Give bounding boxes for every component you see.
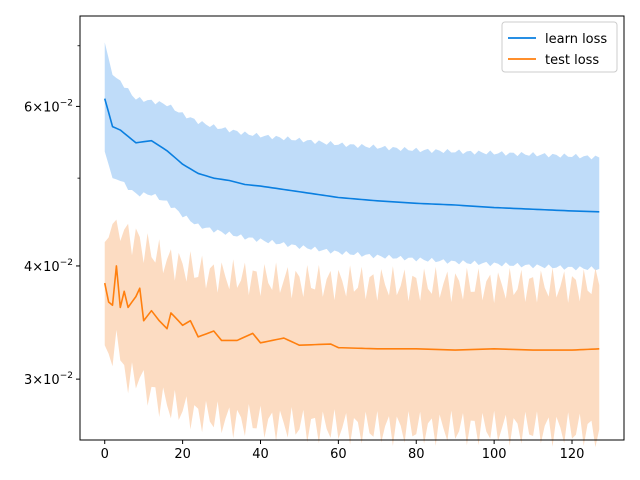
x-tick-label: 80 — [408, 447, 425, 462]
plot-frame — [79, 15, 625, 441]
legend-label: learn loss — [545, 32, 607, 47]
x-axis: 0 20 40 60 80 100 120 — [101, 440, 585, 462]
band-learn-loss — [104, 42, 600, 271]
x-tick-label: 60 — [330, 447, 347, 462]
line-learn-loss — [103, 98, 600, 213]
series-lines — [103, 98, 600, 351]
legend-label: test loss — [545, 53, 599, 68]
x-tick-label: 40 — [252, 447, 269, 462]
y-tick-label: 6×10−2 — [24, 98, 73, 115]
line-test-loss — [103, 265, 600, 351]
x-tick-label: 20 — [174, 447, 191, 462]
y-tick-label: 3×10−2 — [24, 371, 73, 388]
legend: learn loss test loss — [501, 21, 618, 73]
y-axis: 3×10−2 4×10−2 6×10−2 — [24, 45, 80, 388]
y-tick-label: 4×10−2 — [24, 258, 73, 275]
x-tick-label: 100 — [482, 447, 507, 462]
confidence-bands — [104, 42, 600, 448]
band-test-loss — [104, 219, 600, 448]
x-tick-label: 120 — [560, 447, 585, 462]
x-tick-label: 0 — [101, 447, 109, 462]
